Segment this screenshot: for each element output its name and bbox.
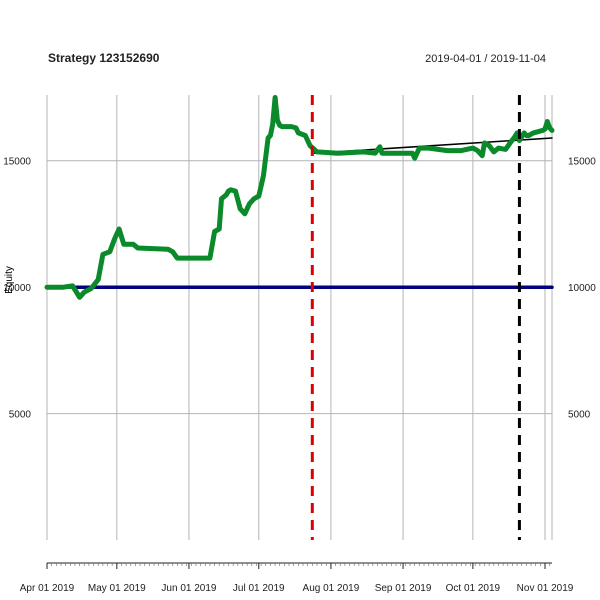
series-layer (44, 95, 555, 300)
x-tick-label: Aug 01 2019 (303, 583, 360, 594)
y-tick-label-right: 15000 (568, 157, 596, 168)
x-tick-label: Nov 01 2019 (517, 583, 574, 594)
axes: 5000 5000 10000 10000 15000 15000 Apr 01 2019 M… (3, 157, 596, 594)
y-tick-label-left: 5000 (9, 410, 32, 421)
x-tick-label: May 01 2019 (88, 583, 146, 594)
x-tick-label: Apr 01 2019 (20, 583, 75, 594)
y-tick-label-right: 5000 (568, 410, 591, 421)
x-tick-label: Oct 01 2019 (446, 583, 501, 594)
equity-line (44, 95, 555, 300)
y-tick-label-right: 10000 (568, 283, 596, 294)
x-tick-label: Sep 01 2019 (375, 583, 432, 594)
y-tick-label-left: 15000 (3, 157, 31, 168)
y-tick-label-left: 10000 (3, 283, 31, 294)
x-tick-label: Jul 01 2019 (233, 583, 285, 594)
vertical-markers (310, 95, 521, 540)
x-tick-label: Jun 01 2019 (161, 583, 216, 594)
chart-title: Strategy 123152690 (48, 51, 160, 65)
y-axis-label: Equity (4, 266, 15, 294)
date-range: 2019-04-01 / 2019-11-04 (425, 53, 546, 65)
